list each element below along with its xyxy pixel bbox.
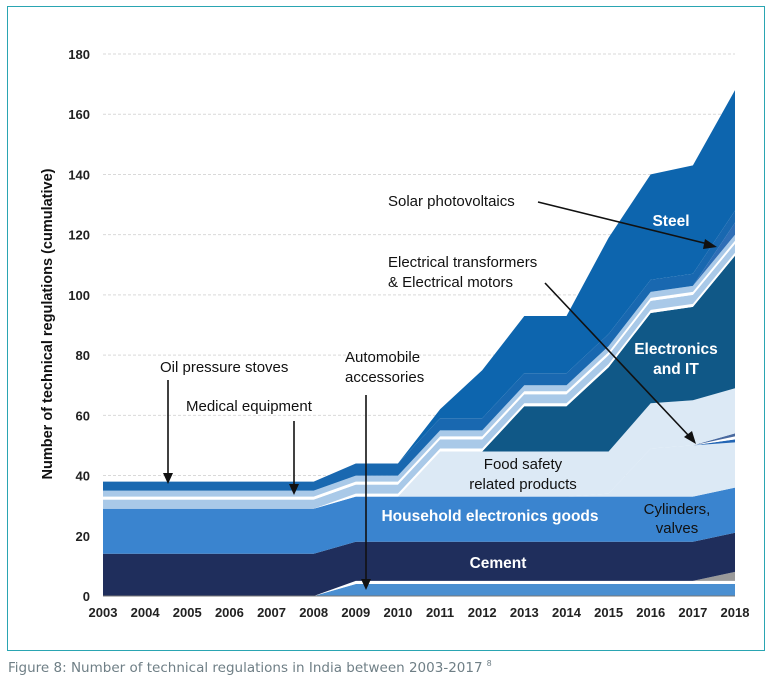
y-tick-label: 20 <box>76 529 90 544</box>
area-label-household: Household electronics goods <box>381 508 598 525</box>
area-label-cement: Cement <box>470 555 527 572</box>
arrow-solar <box>537 201 709 245</box>
x-tick-label: 2004 <box>131 605 161 620</box>
figure-caption: Figure 8: Number of technical regulation… <box>8 659 492 676</box>
arrowhead-icon <box>163 473 173 484</box>
annotation-solar: Solar photovoltaics <box>388 193 515 210</box>
caption-reference: 8 <box>486 659 492 668</box>
arrowhead-icon <box>703 239 717 249</box>
area-steel <box>103 90 735 482</box>
x-tick-label: 2016 <box>636 605 665 620</box>
annotation-transformers: & Electrical motors <box>388 274 513 291</box>
x-tick-label: 2009 <box>341 605 370 620</box>
x-tick-label: 2006 <box>215 605 244 620</box>
y-tick-label: 160 <box>68 107 90 122</box>
area-cylinders-valves <box>103 442 735 509</box>
x-tick-label: 2010 <box>383 605 412 620</box>
area-household-electronics-goods <box>103 487 735 554</box>
y-tick-label: 180 <box>68 47 90 62</box>
annotation-arrows <box>163 201 717 590</box>
arrowhead-icon <box>289 484 299 495</box>
y-tick-label: 120 <box>68 228 90 243</box>
y-tick-label: 0 <box>83 589 90 604</box>
y-axis-label: Number of technical regulations (cumulat… <box>40 168 56 479</box>
x-tick-label: 2018 <box>721 605 750 620</box>
area-label-cylinders: valves <box>656 520 699 537</box>
x-tick-label: 2015 <box>594 605 623 620</box>
area-label-electronics: Electronics <box>634 341 718 358</box>
x-tick-label: 2008 <box>299 605 328 620</box>
x-tick-label: 2011 <box>426 605 454 620</box>
y-tick-label: 60 <box>76 408 90 423</box>
area-label-cylinders: Cylinders, <box>644 501 711 518</box>
x-tick-label: 2007 <box>257 605 286 620</box>
y-tick-label: 40 <box>76 469 90 484</box>
area-electronics-and-it <box>103 255 735 509</box>
arrow-transformers <box>544 282 690 437</box>
x-tick-label: 2017 <box>678 605 707 620</box>
annotation-automobile: Automobile <box>345 349 420 366</box>
area-cement <box>103 532 735 596</box>
x-tick-label: 2005 <box>173 605 202 620</box>
annotation-transformers: Electrical transformers <box>388 254 537 271</box>
area-label-electronics: and IT <box>653 361 699 378</box>
area-series <box>103 90 735 596</box>
caption-text: Figure 8: Number of technical regulation… <box>8 660 483 676</box>
area-label-food-safety: Food safety <box>484 456 563 473</box>
arrowhead-icon <box>684 431 696 444</box>
y-tick-label: 100 <box>68 288 90 303</box>
y-tick-label: 140 <box>68 167 90 182</box>
area-food-safety-related-products <box>103 388 735 509</box>
y-tick-label: 80 <box>76 348 90 363</box>
x-tick-labels: 2003 2004 2005 2006 2007 2008 2009 2010 2011 2012… <box>89 605 750 620</box>
x-tick-label: 2014 <box>552 605 582 620</box>
arrowhead-icon <box>361 579 371 590</box>
area-automobile-accessories <box>103 584 735 596</box>
area-band-1 <box>103 580 735 596</box>
area-label-steel: Steel <box>652 213 689 230</box>
y-tick-labels: 0 20 40 60 80 100 120 140 160 180 <box>68 47 90 604</box>
annotation-automobile: accessories <box>345 369 424 386</box>
x-tick-label: 2012 <box>468 605 497 620</box>
area-label-food-safety: related products <box>469 476 577 493</box>
x-tick-label: 2013 <box>510 605 539 620</box>
annotation-medical-equipment: Medical equipment <box>186 398 313 415</box>
annotation-oil-pressure-stoves: Oil pressure stoves <box>160 359 288 376</box>
x-tick-label: 2003 <box>89 605 118 620</box>
